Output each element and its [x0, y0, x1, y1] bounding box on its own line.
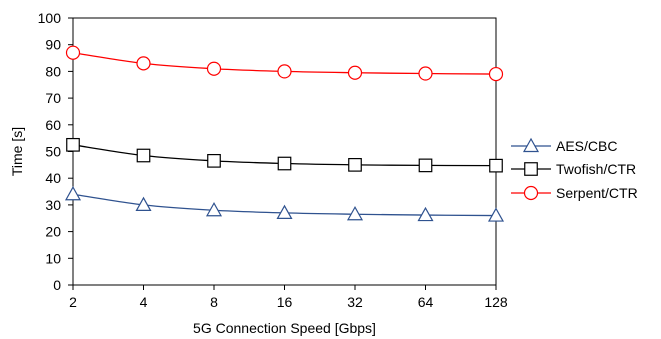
- y-tick-label: 40: [45, 170, 61, 186]
- data-point: [487, 207, 505, 222]
- data-point: [136, 148, 151, 163]
- legend-label: AES/CBC: [556, 138, 617, 154]
- data-point: [418, 158, 433, 173]
- legend-marker: [523, 185, 539, 201]
- data-point: [347, 65, 363, 80]
- y-tick-label: 50: [45, 144, 61, 160]
- plot-frame: [72, 17, 497, 286]
- x-tick-label: 128: [484, 294, 508, 310]
- series-serpent-ctr: [65, 45, 504, 82]
- legend: AES/CBC Twofish/CTR Serpent/CTR: [511, 137, 638, 201]
- x-axis-title: 5G Connection Speed [Gbps]: [193, 320, 376, 336]
- x-tick-label: 2: [69, 294, 77, 310]
- data-point: [206, 61, 222, 76]
- data-point: [135, 196, 152, 211]
- data-point: [418, 66, 433, 81]
- legend-item: AES/CBC: [511, 137, 617, 154]
- y-tick-label: 30: [45, 197, 61, 213]
- plot-area: 0 10 20 30 40 50 60 70 80 90 100 2 4 8 16 32 64 128: [38, 10, 508, 310]
- data-point: [207, 153, 221, 168]
- data-point: [66, 137, 80, 152]
- data-point: [277, 156, 292, 171]
- data-point: [417, 206, 434, 222]
- legend-item: Twofish/CTR: [511, 161, 636, 177]
- x-tick-label: 32: [347, 294, 363, 310]
- y-tick-label: 10: [45, 250, 61, 266]
- y-tick-label: 80: [45, 63, 61, 79]
- x-tick-label: 64: [418, 294, 434, 310]
- y-tick-label: 100: [38, 10, 62, 26]
- legend-marker: [522, 137, 540, 153]
- data-point: [65, 45, 81, 60]
- data-point: [64, 185, 82, 201]
- legend-label: Serpent/CTR: [556, 185, 638, 201]
- y-tick-label: 20: [45, 224, 61, 240]
- series-twofish-ctr: [66, 137, 503, 173]
- x-tick-label: 4: [140, 294, 148, 310]
- data-point: [205, 202, 223, 217]
- y-tick-label: 60: [45, 117, 61, 133]
- y-axis-title: Time [s]: [9, 127, 25, 176]
- data-point: [489, 158, 503, 173]
- y-tick-label: 0: [53, 277, 61, 293]
- data-point: [276, 204, 293, 220]
- series-aes-cbc: [64, 185, 505, 222]
- data-point: [488, 66, 504, 82]
- legend-marker: [524, 162, 538, 176]
- data-point: [348, 158, 362, 172]
- series-layer: [64, 45, 505, 222]
- legend-label: Twofish/CTR: [556, 161, 636, 177]
- x-tick-label: 16: [277, 294, 293, 310]
- data-point: [346, 206, 364, 221]
- y-tick-label: 70: [45, 90, 61, 106]
- x-tick-label: 8: [210, 294, 218, 310]
- legend-item: Serpent/CTR: [511, 185, 638, 201]
- data-point: [277, 64, 292, 79]
- y-tick-label: 90: [45, 37, 61, 53]
- data-point: [136, 56, 151, 71]
